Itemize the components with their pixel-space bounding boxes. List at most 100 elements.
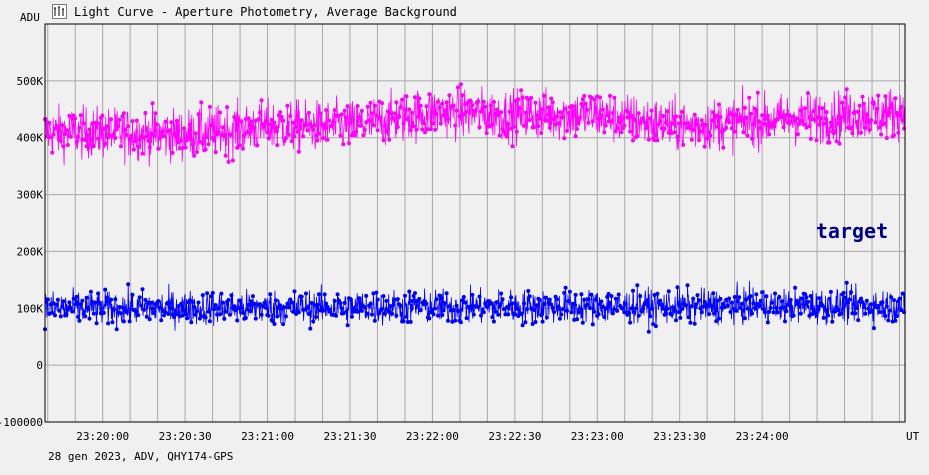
data-point: [853, 110, 858, 114]
y-tick-label: 400K: [17, 132, 44, 145]
data-point: [143, 297, 148, 302]
data-point: [249, 119, 254, 124]
data-point: [596, 116, 601, 121]
data-point: [456, 309, 460, 313]
data-point: [196, 112, 201, 117]
data-point: [147, 145, 152, 150]
data-point: [656, 122, 661, 127]
data-point: [425, 127, 430, 132]
data-point: [295, 129, 300, 134]
data-point: [751, 301, 756, 306]
data-point: [534, 303, 539, 308]
data-point: [84, 144, 89, 149]
data-point: [296, 310, 301, 315]
data-point: [592, 309, 597, 314]
data-point: [405, 117, 410, 122]
data-point: [494, 300, 499, 305]
data-point: [415, 114, 420, 119]
data-point: [223, 153, 228, 158]
data-point: [352, 133, 357, 138]
data-point: [704, 123, 709, 127]
data-point: [676, 121, 681, 126]
data-point: [113, 297, 118, 302]
data-point: [884, 136, 889, 140]
data-point: [152, 310, 156, 315]
data-point: [582, 94, 587, 98]
data-point: [549, 302, 554, 307]
data-point: [540, 107, 545, 112]
data-point: [371, 123, 376, 128]
data-point: [715, 124, 720, 129]
data-point: [526, 289, 531, 293]
data-point: [615, 308, 620, 313]
window-title: Light Curve - Aperture Photometry, Avera…: [74, 5, 457, 19]
data-point: [407, 289, 412, 294]
data-point: [719, 305, 724, 310]
data-point: [473, 108, 478, 113]
data-point: [143, 111, 148, 115]
data-point: [737, 295, 742, 300]
data-point: [206, 309, 211, 314]
data-point: [490, 315, 495, 320]
data-point: [398, 303, 403, 308]
data-point: [400, 97, 405, 102]
data-point: [586, 297, 591, 302]
data-point: [861, 101, 866, 106]
data-point: [109, 117, 113, 122]
data-point: [821, 121, 826, 126]
data-point: [172, 315, 177, 320]
data-point: [856, 318, 861, 323]
data-point: [458, 82, 463, 87]
data-point: [454, 108, 459, 113]
data-point: [820, 106, 825, 111]
data-point: [860, 300, 865, 305]
data-point: [299, 294, 304, 299]
data-point: [121, 319, 126, 324]
data-point: [649, 108, 654, 113]
data-point: [632, 117, 637, 122]
data-point: [636, 313, 641, 318]
data-point: [51, 132, 56, 137]
data-point: [659, 302, 664, 307]
data-point: [460, 298, 465, 303]
data-point: [808, 294, 813, 298]
data-point: [130, 292, 135, 297]
data-point: [64, 312, 69, 317]
data-point: [534, 113, 539, 118]
data-point: [111, 307, 116, 312]
data-point: [691, 296, 696, 301]
data-point: [882, 121, 886, 126]
data-point: [365, 311, 370, 316]
data-point: [686, 315, 691, 320]
x-tick-label: 23:20:00: [76, 430, 129, 443]
data-point: [124, 310, 129, 315]
data-point: [729, 300, 734, 305]
data-point: [698, 306, 703, 311]
data-point: [93, 300, 98, 305]
data-point: [434, 111, 439, 116]
data-point: [699, 310, 704, 315]
data-point: [193, 131, 198, 136]
data-point: [762, 117, 767, 122]
data-point: [167, 128, 172, 133]
data-point: [368, 100, 373, 105]
data-point: [567, 289, 572, 294]
data-point: [577, 306, 582, 311]
data-point: [709, 118, 714, 123]
footer-info: 28 gen 2023, ADV, QHY174-GPS: [48, 450, 234, 463]
data-point: [798, 108, 803, 113]
data-point: [209, 294, 214, 299]
data-point: [645, 124, 650, 129]
data-point: [195, 309, 199, 314]
data-point: [721, 145, 726, 150]
data-point: [253, 118, 258, 123]
data-point: [226, 159, 231, 164]
data-point: [129, 133, 133, 138]
data-point: [750, 136, 754, 141]
data-point: [593, 106, 598, 111]
data-point: [230, 158, 235, 163]
data-point: [735, 107, 740, 112]
data-point: [283, 136, 288, 141]
data-point: [236, 117, 241, 121]
data-point: [666, 289, 671, 294]
